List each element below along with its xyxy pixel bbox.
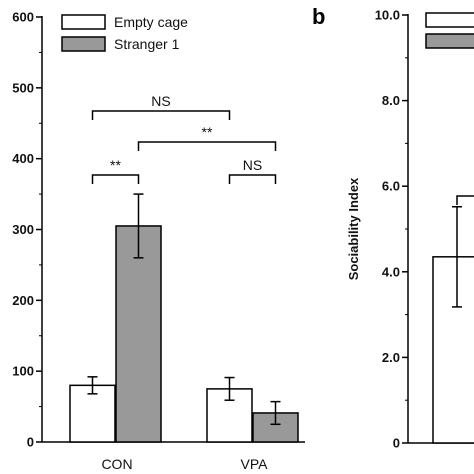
bar-empty-cage bbox=[69, 384, 116, 443]
y-tick-label: 0 bbox=[27, 435, 34, 450]
significance-bracket bbox=[91, 174, 140, 184]
panel-b-error-bars bbox=[452, 205, 462, 308]
panel-a-legend: Empty cage Stranger 1 bbox=[61, 14, 188, 52]
significance-bracket bbox=[91, 110, 231, 120]
y-tick-label: 0 bbox=[393, 436, 400, 451]
legend-swatch bbox=[61, 36, 106, 52]
y-tick-label: 2.0 bbox=[382, 350, 400, 365]
panel-b-chart: 0 2.0 4.0 6.0 8.0 10.0 Sociability Index bbox=[346, 8, 474, 451]
panel-a-error-bars bbox=[87, 193, 281, 426]
legend-swatch-partial bbox=[425, 12, 474, 28]
panel-b-y-ticks: 0 2.0 4.0 6.0 8.0 10.0 bbox=[375, 8, 408, 451]
panel-b-label: b bbox=[312, 4, 325, 29]
legend-swatch bbox=[61, 14, 106, 30]
y-tick-label: 100 bbox=[12, 364, 34, 379]
y-tick-label: 10.0 bbox=[375, 8, 400, 23]
y-tick-label: 8.0 bbox=[382, 93, 400, 108]
significance-bracket-partial bbox=[456, 195, 474, 205]
significance-label: ** bbox=[110, 157, 121, 173]
y-tick-label: 600 bbox=[12, 10, 34, 25]
legend-label: Empty cage bbox=[114, 14, 188, 30]
bar-stranger-1 bbox=[115, 225, 162, 443]
y-tick-label: 4.0 bbox=[382, 264, 400, 279]
significance-bracket bbox=[137, 141, 277, 151]
y-tick-label: 200 bbox=[12, 293, 34, 308]
panel-b-y-axis-label: Sociability Index bbox=[346, 177, 361, 280]
legend-label: Stranger 1 bbox=[114, 36, 180, 52]
panel-a-y-ticks: 0 100 200 300 400 500 600 bbox=[12, 10, 42, 450]
y-tick-label: 500 bbox=[12, 80, 34, 95]
y-tick-label: 6.0 bbox=[382, 179, 400, 194]
legend-swatch-partial bbox=[425, 33, 474, 49]
significance-label: NS bbox=[243, 157, 262, 173]
y-tick-label: 400 bbox=[12, 151, 34, 166]
panel-a-significance-brackets: NS ** ** NS bbox=[91, 93, 277, 184]
panel-b-bars bbox=[432, 256, 474, 444]
significance-bracket bbox=[228, 174, 277, 184]
significance-label: NS bbox=[151, 93, 170, 109]
category-label: VPA bbox=[241, 456, 269, 472]
panel-b-partial-elements bbox=[425, 12, 474, 205]
y-tick-label: 300 bbox=[12, 222, 34, 237]
significance-label: ** bbox=[202, 124, 213, 140]
bar bbox=[432, 256, 474, 444]
panel-a-category-labels: CON VPA bbox=[101, 456, 268, 472]
category-label: CON bbox=[101, 456, 132, 472]
panel-a-chart: 0 100 200 300 400 500 600 NS ** ** NS CON VPA Empt… bbox=[12, 10, 305, 472]
panel-a-bars bbox=[69, 225, 299, 443]
